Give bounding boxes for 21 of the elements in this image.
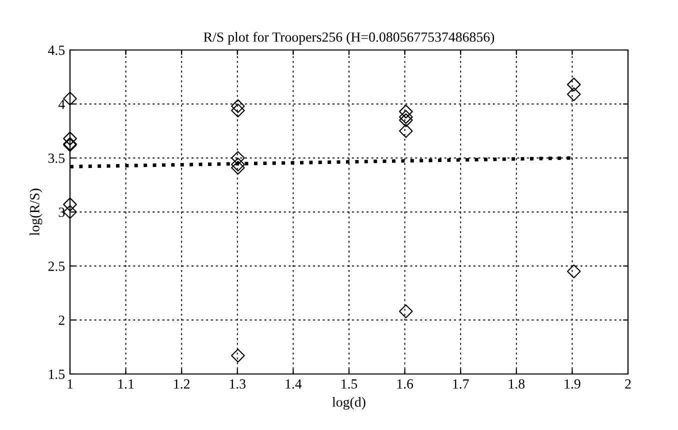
x-tick-label: 1 (68, 379, 73, 388)
y-tick-label: 4.5 (48, 46, 65, 56)
x-tick-label: 1.7 (453, 379, 469, 389)
x-tick-label: 1.9 (564, 379, 580, 389)
x-tick-label: 1.3 (230, 379, 246, 389)
y-tick-label: 3 (58, 208, 65, 217)
x-tick-label: 1.1 (118, 379, 134, 389)
x-axis-title: log(d) (332, 397, 366, 410)
x-tick-label: 1.5 (342, 379, 358, 389)
chart-title: R/S plot for Troopers256 (H=0.0805677537486856) (204, 32, 494, 45)
x-tick-label: 1.8 (508, 379, 525, 389)
y-tick-label: 2.5 (48, 262, 65, 272)
y-tick-label: 3.5 (48, 154, 65, 164)
y-axis-title: log(R/S) (30, 188, 42, 236)
x-tick-label: 1.6 (397, 379, 414, 389)
x-tick-label: 1.4 (286, 379, 302, 389)
y-tick-label: 1.5 (49, 370, 65, 380)
y-tick-label: 4 (58, 100, 65, 109)
y-tick-label: 2 (58, 316, 64, 325)
x-tick-label: 1.2 (174, 379, 190, 389)
x-tick-label: 2 (625, 379, 631, 388)
